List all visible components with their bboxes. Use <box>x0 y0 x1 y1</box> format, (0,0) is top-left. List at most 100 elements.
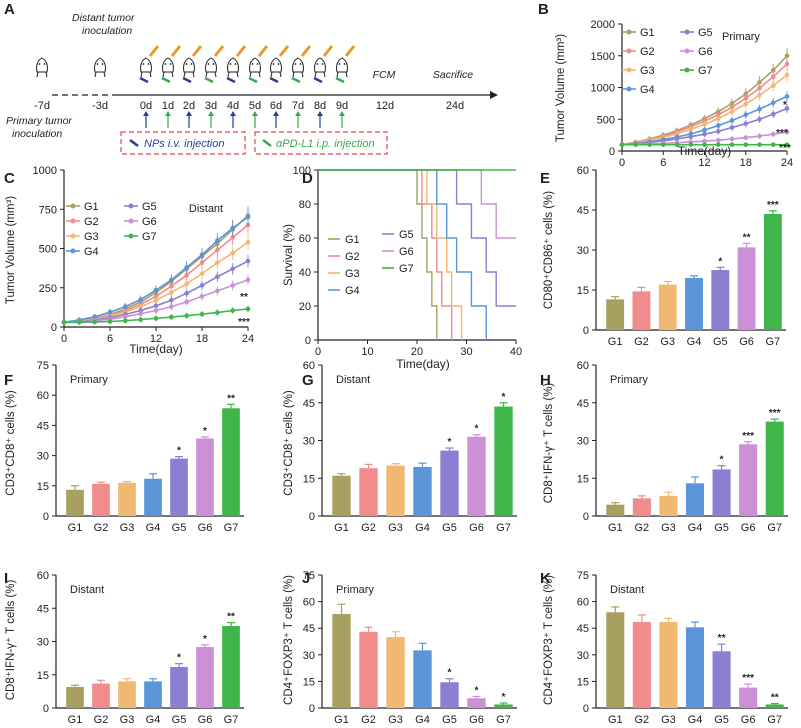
mouse-eye <box>234 63 237 65</box>
syringe-icon <box>300 45 312 57</box>
nps-box <box>120 131 246 155</box>
bar-g3 <box>118 681 136 708</box>
y-tick-label: 30 <box>577 436 589 448</box>
data-point-g7 <box>688 142 694 147</box>
sig-annotation: * <box>177 446 181 457</box>
legend-marker-g1 <box>626 29 632 35</box>
bar-g2 <box>632 291 651 330</box>
mouse-icon <box>94 57 106 78</box>
data-point-g2 <box>215 247 220 253</box>
bar-g7 <box>494 406 513 516</box>
data-point-g7 <box>633 142 639 147</box>
category-label: G6 <box>198 522 213 534</box>
y-tick-label: 500 <box>39 244 57 256</box>
data-point-g6 <box>138 311 143 316</box>
category-label: G6 <box>198 714 213 726</box>
bar-g3 <box>659 495 678 516</box>
legend-label-g2: G2 <box>640 46 655 58</box>
category-label: G5 <box>172 714 187 726</box>
bar-g4 <box>413 650 432 708</box>
category-label: G5 <box>714 714 729 726</box>
sig-annotation: * <box>177 653 181 664</box>
data-point-g6 <box>715 137 721 143</box>
category-label: G4 <box>146 714 161 726</box>
data-point-g5 <box>715 129 721 134</box>
category-label: G3 <box>660 336 675 348</box>
category-label: G4 <box>415 714 430 726</box>
x-tick-label: 24 <box>242 333 254 345</box>
y-tick-label: 0 <box>43 703 49 715</box>
x-tick-label: 6 <box>107 333 113 345</box>
apd-needle-icon <box>291 76 301 84</box>
data-point-g7 <box>107 319 113 324</box>
mouse-leg <box>314 71 317 78</box>
mouse-icon <box>292 57 304 78</box>
category-label: G6 <box>739 336 754 348</box>
category-label: G1 <box>608 522 623 534</box>
apd-needle-icon <box>335 76 345 84</box>
x-tick-label: 24 <box>781 157 793 169</box>
bar-g6 <box>196 647 214 708</box>
data-point-g2 <box>729 104 735 110</box>
y-axis-label: CD4⁺FOXP3⁺ T cells (%) <box>543 575 555 705</box>
data-point-g2 <box>230 235 235 240</box>
primary-label: inoculation <box>12 128 62 140</box>
y-axis-label: Survival (%) <box>283 224 295 286</box>
legend-label-g7: G7 <box>142 231 157 243</box>
y-tick-label: 45 <box>37 420 49 432</box>
panel-j-chart: J 0 15 30 45 60 75 CD4⁺FOXP3⁺ T cells (%) Primar… <box>283 570 517 726</box>
data-point-g7 <box>245 306 251 312</box>
mouse-body <box>292 57 304 73</box>
data-point-g5 <box>169 298 174 303</box>
y-tick-label: 0 <box>583 325 589 337</box>
x-axis-label: Time(day) <box>678 144 732 158</box>
data-point-g7 <box>92 319 97 325</box>
bar-g7 <box>222 625 240 708</box>
y-tick-label: 45 <box>37 603 49 615</box>
data-point-g6 <box>184 299 189 305</box>
data-point-g3 <box>230 250 235 256</box>
legend-marker-g7 <box>684 67 690 73</box>
data-point-g2 <box>199 260 205 265</box>
category-label: G1 <box>68 522 83 534</box>
legend-label-g5: G5 <box>399 229 414 241</box>
data-point-g3 <box>784 72 790 78</box>
y-axis-label: CD3⁺CD8⁺ cells (%) <box>5 390 17 496</box>
y-tick-label: 45 <box>577 623 589 635</box>
x-tick-label: 18 <box>196 333 208 345</box>
panel-f-chart: F 0 15 30 45 60 75 CD3⁺CD8⁺ cells (%) Primary G1 G… <box>4 360 244 534</box>
y-tick-label: 2000 <box>591 19 615 31</box>
data-point-g5 <box>757 116 762 122</box>
category-label: G3 <box>120 522 135 534</box>
y-tick-label: 0 <box>583 703 589 715</box>
legend-label-g4: G4 <box>345 285 360 297</box>
chart-title: Distant <box>336 374 370 386</box>
data-point-g4 <box>784 94 790 99</box>
timeline-day-label: -3d <box>92 100 108 112</box>
data-point-g7 <box>61 319 67 325</box>
bar-g5 <box>440 450 459 516</box>
category-label: G1 <box>334 522 349 534</box>
panel-h-chart: H 0 15 30 45 60 CD8⁺IFN-γ⁺ T cells (%) Primary G… <box>540 360 788 534</box>
panel-letter: B <box>538 1 549 18</box>
bar-g5 <box>711 270 730 330</box>
chart-title: Primary <box>722 31 760 43</box>
data-point-g7 <box>729 142 735 147</box>
apd-needle-icon <box>262 138 272 148</box>
category-label: G7 <box>766 336 781 348</box>
timeline-day-label: 8d <box>314 100 326 112</box>
sig-annotation: *** <box>779 143 791 154</box>
panel-a-schematic: A -7d -3d 0d 1d 2d 3d 4d 5d 6d 7d 8d 9d 12d 24d Distant… <box>4 1 498 155</box>
data-point-g6 <box>702 138 707 144</box>
legend-marker-g2 <box>626 48 632 54</box>
category-label: G4 <box>688 522 703 534</box>
y-tick-label: 15 <box>577 473 589 485</box>
chart-title: Primary <box>336 584 374 596</box>
panel-i-chart: I 0 15 30 45 60 CD8⁺IFN-γ⁺ T cells (%) Distant G… <box>4 570 244 726</box>
legend-label-g4: G4 <box>640 84 655 96</box>
category-label: G6 <box>741 522 756 534</box>
legend-label-g1: G1 <box>84 201 99 213</box>
data-point-g6 <box>215 288 220 294</box>
mouse-leg <box>36 71 39 78</box>
nps-arrowhead <box>273 111 279 116</box>
